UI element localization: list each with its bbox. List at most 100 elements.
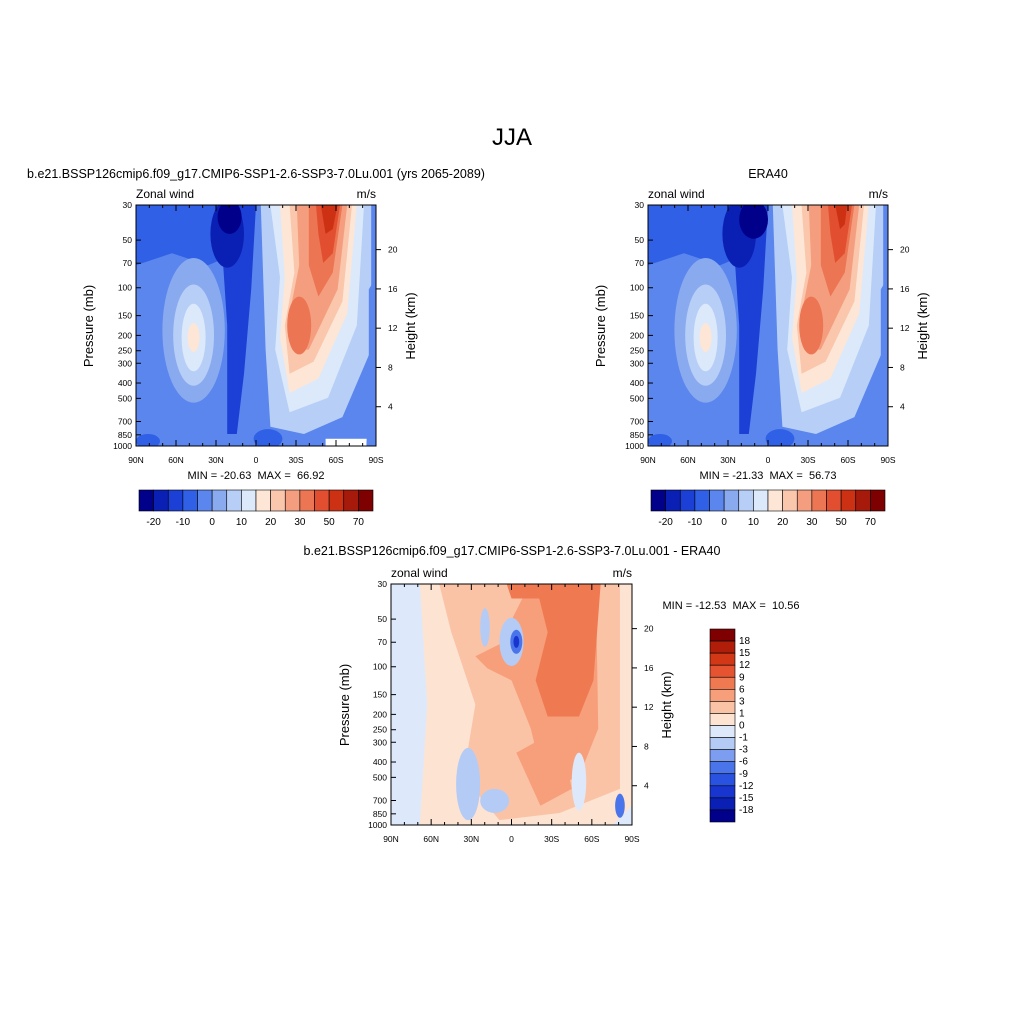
panel-era40-x-tick-label: 60S xyxy=(840,455,855,465)
panel-era40-colorbar-swatch xyxy=(826,489,842,512)
panel-era40-colorbar-label: -20 xyxy=(658,517,673,528)
panel-difference-contour-region xyxy=(615,793,625,818)
panel-difference-x-tick-label: 30N xyxy=(464,834,480,844)
panel-difference-colorbar-label: -12 xyxy=(739,781,754,792)
panel-era40-left-label: zonal wind xyxy=(648,187,705,201)
panel-difference-y-tick-label: 400 xyxy=(373,757,387,767)
panel-difference-contour-region xyxy=(456,747,481,821)
panel-model-x-tick-label: 30S xyxy=(288,455,303,465)
panel-model-y-tick-label: 250 xyxy=(118,346,132,356)
panel-era40-y-tick-label: 70 xyxy=(635,258,645,268)
panel-model-colorbar-swatch xyxy=(343,489,359,512)
panel-difference-contour-region xyxy=(391,584,420,825)
panel-difference-y-tick-label: 1000 xyxy=(368,820,387,830)
panel-era40-stats: MIN = -21.33 MAX = 56.73 xyxy=(700,470,837,482)
panel-difference-colorbar-label: 9 xyxy=(739,672,745,683)
panel-model-colorbar-label: 0 xyxy=(209,517,215,528)
panel-difference-contour-region xyxy=(571,752,587,811)
panel-difference-y2-tick-label: 16 xyxy=(644,663,654,673)
panel-model-y-tick-label: 200 xyxy=(118,330,132,340)
panel-model-x-tick-label: 90S xyxy=(368,455,383,465)
panel-model-colorbar-label: -20 xyxy=(146,517,161,528)
panel-difference-contour-region xyxy=(480,788,510,813)
panel-era40-contour-region xyxy=(835,205,848,230)
panel-era40-title: ERA40 xyxy=(748,167,788,181)
panel-difference-colorbar-swatch xyxy=(709,652,736,666)
panel-difference-colorbar-swatch xyxy=(709,773,736,787)
panel-model-contour-region xyxy=(253,429,283,446)
panel-model-y-tick-label: 150 xyxy=(118,311,132,321)
panel-difference-colorbar-swatch xyxy=(709,785,736,799)
panel-era40-y-tick-label: 700 xyxy=(630,416,644,426)
panel-model-colorbar-swatch xyxy=(138,489,154,512)
panel-model-y-tick-label: 400 xyxy=(118,378,132,388)
panel-difference-y-tick-label: 30 xyxy=(378,579,388,589)
panel-model-contour-region xyxy=(287,296,312,355)
panel-era40-x-tick-label: 90S xyxy=(880,455,895,465)
panel-era40-contour-region xyxy=(765,429,795,446)
panel-difference-colorbar-swatch xyxy=(709,689,736,702)
figure-title: JJA xyxy=(492,124,532,151)
panel-model-colorbar-swatch xyxy=(197,489,213,512)
panel-difference-colorbar-swatch xyxy=(709,664,736,678)
panel-model-colorbar-swatch xyxy=(358,489,374,512)
panel-model-colorbar-label: 30 xyxy=(294,517,306,528)
panel-difference-stats: MIN = -12.53 MAX = 10.56 xyxy=(663,600,800,612)
panel-model-colorbar-swatch xyxy=(182,489,198,512)
panel-difference-colorbar-label: -6 xyxy=(739,757,748,768)
panel-era40-contour-region xyxy=(699,323,712,353)
panel-difference: b.e21.BSSP126cmip6.f09_g17.CMIP6-SSP1-2.… xyxy=(304,544,800,844)
panel-model-colorbar-swatch xyxy=(153,489,169,512)
panel-difference-axes: 90N 60N 30N 0 30S 60S 90S 30 50 70 100 150 200 250 300… xyxy=(368,579,654,844)
panel-difference-colorbar-label: 0 xyxy=(739,721,745,732)
panel-difference-y-tick-label: 100 xyxy=(373,662,387,672)
panel-model-contour-region xyxy=(187,323,200,353)
panel-difference-x-tick-label: 30S xyxy=(544,834,559,844)
panel-era40-ylabel: Pressure (mb) xyxy=(593,285,608,367)
panel-era40-colorbar-label: 70 xyxy=(865,517,877,528)
panel-model-contour-region xyxy=(320,205,338,234)
panel-model-colorbar-label: 20 xyxy=(265,517,277,528)
panel-model-colorbar-label: 50 xyxy=(324,517,336,528)
panel-difference-colorbar-swatch xyxy=(709,797,736,811)
panel-model: b.e21.BSSP126cmip6.f09_g17.CMIP6-SSP1-2.… xyxy=(27,167,485,528)
panel-era40-y2label: Height (km) xyxy=(915,292,930,359)
panel-era40-colorbar-swatch xyxy=(679,489,696,512)
panel-difference-y2label: Height (km) xyxy=(659,671,674,738)
panel-model-x-tick-label: 90N xyxy=(128,455,144,465)
panel-difference-contour-region xyxy=(535,584,601,717)
panel-model-colorbar-swatch xyxy=(284,489,301,512)
panel-model-colorbar-swatch xyxy=(270,489,286,512)
panel-difference-colorbar-swatch xyxy=(709,701,736,714)
panel-difference-x-tick-label: 60S xyxy=(584,834,599,844)
panel-era40-colorbar-swatch xyxy=(753,489,769,512)
panel-era40-y-tick-label: 400 xyxy=(630,378,644,388)
panel-difference-units: m/s xyxy=(613,566,632,580)
panel-model-y2-tick-label: 4 xyxy=(388,402,393,412)
panel-era40-colorbar-label: 20 xyxy=(777,517,789,528)
panel-difference-y2-tick-label: 8 xyxy=(644,741,649,751)
panel-difference-ylabel: Pressure (mb) xyxy=(337,664,352,746)
panel-model-x-tick-label: 60N xyxy=(168,455,184,465)
panel-difference-colorbar-label: -18 xyxy=(739,805,754,816)
panel-model-colorbar-swatch xyxy=(328,489,345,512)
panel-difference-colorbar-swatch xyxy=(709,640,736,654)
panel-era40-x-tick-label: 60N xyxy=(680,455,696,465)
panel-era40-y-tick-label: 300 xyxy=(630,358,644,368)
panel-era40-colorbar-swatch xyxy=(767,489,783,512)
panel-difference-contour-region xyxy=(516,728,572,806)
panel-difference-colorbar-label: 1 xyxy=(739,708,745,719)
panel-era40-x-tick-label: 30S xyxy=(800,455,815,465)
panel-difference-colorbar-label: 3 xyxy=(739,696,745,707)
panel-model-colorbar-swatch xyxy=(167,489,184,512)
panel-difference-y-tick-label: 850 xyxy=(373,809,387,819)
panel-model-contour-region xyxy=(217,205,242,234)
panel-difference-y-tick-label: 250 xyxy=(373,725,387,735)
panel-era40-x-tick-label: 90N xyxy=(640,455,656,465)
panel-era40-y-tick-label: 100 xyxy=(630,283,644,293)
panel-model-y-tick-label: 500 xyxy=(118,393,132,403)
panel-era40-contour-region xyxy=(878,277,888,446)
panel-difference-colorbar-swatch xyxy=(709,761,736,775)
panel-era40-colorbar-swatch xyxy=(738,489,754,512)
